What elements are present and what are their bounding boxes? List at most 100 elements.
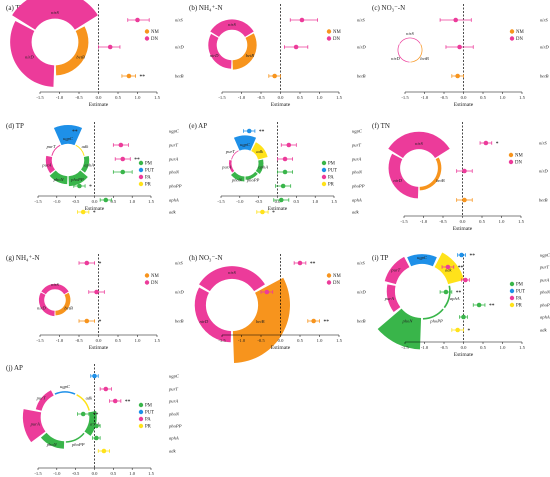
point-phoN bbox=[120, 169, 126, 175]
ring-segment-purA bbox=[22, 409, 46, 443]
ring-segment-aphA bbox=[84, 411, 97, 436]
legend-marker-NM bbox=[326, 273, 332, 278]
legend-label-DN: DN bbox=[151, 281, 158, 286]
ring-segment-phoPP bbox=[65, 432, 85, 443]
point-betB bbox=[84, 318, 90, 324]
significance-mark: ** bbox=[456, 290, 462, 296]
ring-segment-nirD bbox=[397, 44, 410, 63]
gene-label-phoPP: phoPP bbox=[168, 424, 182, 429]
ring-segment-nirD bbox=[10, 20, 55, 87]
legend-marker-PA bbox=[138, 416, 144, 422]
x-tick-label: -0.5 bbox=[75, 95, 83, 100]
point-nirS bbox=[483, 140, 489, 146]
ring-segment-purT bbox=[35, 390, 54, 411]
ring-segment-betB bbox=[55, 26, 89, 76]
x-tick-label: -1.5 bbox=[401, 95, 409, 100]
ring-label-ugpC: ugpC bbox=[60, 384, 71, 389]
gene-label-ugpC: ugpC bbox=[540, 253, 550, 258]
ring-segment-adk bbox=[75, 144, 85, 156]
point-aphA bbox=[461, 314, 466, 320]
ring-label-adk: adk bbox=[82, 144, 90, 149]
gene-label-ugpC: ugpC bbox=[169, 129, 180, 134]
x-tick-label: 0.5 bbox=[115, 95, 121, 100]
point-nirD bbox=[457, 44, 462, 50]
ring-segment-phoN bbox=[49, 170, 68, 185]
ring-label-aphA: aphA bbox=[258, 165, 268, 170]
point-ugpC bbox=[60, 128, 65, 134]
ring-segment-purA bbox=[386, 284, 401, 313]
legend-marker-NM bbox=[144, 29, 150, 34]
x-tick-label: 0.5 bbox=[110, 471, 116, 476]
point-betB bbox=[462, 197, 467, 203]
x-tick-label: -1.5 bbox=[218, 338, 226, 343]
x-tick-label: 1.5 bbox=[336, 95, 342, 100]
ring-label-phoPP: phoPP bbox=[71, 442, 85, 447]
x-tick-label: 1.5 bbox=[519, 345, 525, 350]
x-tick-label: 0.0 bbox=[461, 345, 467, 350]
point-betB bbox=[126, 73, 132, 79]
x-axis-label: Estimate bbox=[271, 102, 291, 108]
x-tick-label: 1.0 bbox=[312, 199, 318, 204]
legend-label-PA: PA bbox=[328, 176, 334, 181]
ring-label-betB: betB bbox=[64, 305, 73, 310]
gene-label-aphA: aphA bbox=[169, 198, 179, 203]
x-tick-label: 0.5 bbox=[297, 95, 303, 100]
point-nirD bbox=[264, 289, 270, 295]
legend-label-DN: DN bbox=[151, 37, 158, 42]
point-nirS bbox=[453, 17, 459, 23]
x-tick-label: -1.0 bbox=[56, 95, 64, 100]
panel-f: (f) TN nirS betB nirD -1.5 -1.0 -0.5 0.0 0.5 1.0 1… bbox=[372, 122, 548, 232]
legend-marker-PM bbox=[321, 160, 327, 166]
x-tick-label: -1.5 bbox=[400, 219, 408, 224]
x-tick-label: -1.5 bbox=[34, 471, 42, 476]
gene-label-nirS: nirS bbox=[175, 261, 183, 266]
point-phoPP bbox=[280, 183, 286, 189]
gene-label-nirD: nirD bbox=[539, 169, 548, 174]
gene-label-nirD: nirD bbox=[175, 290, 184, 295]
point-nirD bbox=[462, 168, 467, 174]
ring-chart: nirS betB nirD bbox=[37, 282, 73, 317]
gene-label-purT: purT bbox=[351, 143, 361, 148]
gene-label-nirS: nirS bbox=[175, 18, 183, 23]
x-tick-label: -1.0 bbox=[238, 95, 246, 100]
significance-mark: * bbox=[496, 141, 499, 147]
gene-label-purT: purT bbox=[539, 265, 549, 270]
panel-title: (d) TP bbox=[6, 122, 24, 130]
ring-chart: nirS betB nirD bbox=[194, 266, 290, 363]
legend-label-PA: PA bbox=[145, 176, 151, 181]
ring-label-aphA: aphA bbox=[84, 162, 94, 167]
legend-label-PUT: PUT bbox=[328, 169, 337, 174]
significance-mark: ** bbox=[93, 412, 99, 418]
significance-mark: ** bbox=[125, 399, 131, 405]
panel-d: (d) TP ugpC adk aphA phoPP phoN purA purT -1.5 -1… bbox=[6, 122, 182, 216]
x-tick-label: -1.5 bbox=[36, 95, 44, 100]
x-tick-label: 0.0 bbox=[96, 338, 102, 343]
ring-segment-adk bbox=[76, 394, 90, 411]
legend-label-NM: NM bbox=[151, 274, 159, 279]
panel-h: (h) NO₃⁻-N nirS betB nirD -1.5 -1.0 -0.5 0.0 0.5… bbox=[189, 254, 366, 363]
ring-label-nirS: nirS bbox=[406, 31, 414, 36]
ring-segment-purT bbox=[231, 150, 239, 160]
x-tick-label: -1.0 bbox=[236, 199, 244, 204]
ring-label-nirS: nirS bbox=[228, 270, 236, 275]
point-phoPP bbox=[94, 423, 99, 429]
ring-label-nirD: nirD bbox=[210, 53, 219, 58]
x-tick-label: 0.0 bbox=[96, 95, 102, 100]
gene-label-adk: adk bbox=[169, 210, 177, 215]
point-adk bbox=[260, 209, 265, 215]
point-purA bbox=[463, 277, 468, 283]
gene-label-nirS: nirS bbox=[357, 261, 365, 266]
ring-segment-nirS bbox=[388, 131, 450, 158]
point-purT bbox=[103, 386, 109, 392]
legend-marker-DN bbox=[144, 280, 150, 285]
point-nirD bbox=[107, 44, 113, 50]
panel-title: (e) AP bbox=[189, 122, 207, 130]
point-betB bbox=[311, 318, 316, 324]
ring-label-nirD: nirD bbox=[199, 319, 208, 324]
x-tick-label: 1.0 bbox=[129, 471, 135, 476]
legend-marker-PR bbox=[138, 423, 144, 429]
point-nirD bbox=[293, 44, 299, 50]
x-axis-label: Estimate bbox=[268, 206, 288, 212]
x-tick-label: -0.5 bbox=[72, 199, 80, 204]
